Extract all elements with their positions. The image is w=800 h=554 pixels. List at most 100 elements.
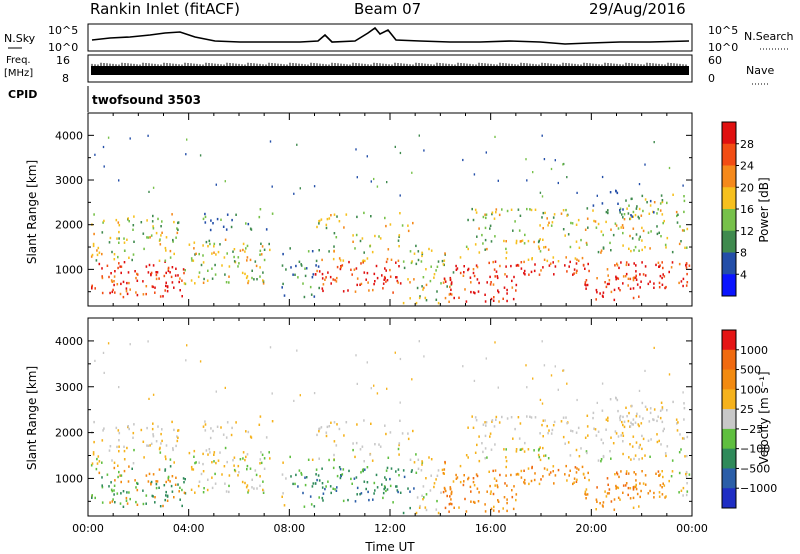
echo-cell [496, 484, 499, 487]
echo-cell [373, 282, 375, 286]
echo-cell [538, 482, 541, 486]
echo-cell [316, 225, 318, 229]
echo-cell [202, 254, 204, 257]
echo-cell [297, 485, 299, 488]
echo-cell [607, 274, 609, 277]
echo-cell [644, 454, 646, 457]
echo-cell [211, 252, 213, 255]
echo-cell [634, 213, 637, 217]
colorbar-tick-label: 16 [740, 203, 754, 216]
echo-cell [489, 432, 492, 435]
echo-cell [159, 446, 161, 450]
echo-cell [356, 277, 359, 280]
echo-cell [415, 511, 418, 515]
echo-cell [326, 217, 329, 221]
echo-cell [498, 213, 501, 217]
colorbar-frame [721, 329, 737, 509]
echo-cell [470, 500, 472, 503]
echo-cell [430, 474, 432, 477]
echo-cell [170, 484, 173, 488]
echo-cell [333, 213, 336, 216]
echo-cell [106, 264, 109, 267]
echo-cell [658, 231, 660, 234]
echo-cell [228, 265, 231, 268]
echo-cell [608, 282, 610, 286]
echo-cell [158, 259, 161, 262]
echo-cell [662, 266, 664, 270]
echo-cell [663, 275, 666, 278]
colorbar-swatch [722, 209, 736, 232]
echo-cell [126, 502, 129, 505]
echo-cell [622, 226, 625, 229]
echo-cell [245, 455, 247, 459]
nsearch-tick-bottom: 10^0 [708, 41, 738, 54]
echo-cell [484, 293, 486, 296]
echo-cell [490, 240, 493, 243]
echo-cell [392, 291, 394, 294]
echo-cell [134, 479, 136, 482]
echo-cell [632, 210, 635, 214]
echo-cell [656, 232, 659, 236]
echo-cell [632, 227, 635, 230]
echo-cell [544, 245, 547, 249]
echo-cell [542, 227, 544, 230]
echo-cell [114, 501, 116, 504]
freq-panel: Freq. [MHz] 16 8 60 0 Nave [4, 54, 774, 85]
echo-cell [165, 457, 167, 461]
echo-cell [169, 465, 172, 468]
echo-cell [636, 205, 638, 208]
echo-cell [660, 194, 663, 197]
echo-cell [489, 492, 492, 495]
echo-cell [371, 250, 374, 254]
echo-cell [670, 266, 673, 269]
echo-cell [625, 272, 628, 276]
echo-cell [606, 268, 609, 271]
echo-cell [639, 286, 641, 289]
echo-cell [622, 415, 624, 419]
power-x-ticks [87, 113, 693, 306]
echo-cell [490, 490, 492, 493]
echo-cell [304, 267, 306, 270]
echo-cell [111, 459, 113, 462]
echo-cell [476, 474, 479, 478]
echo-cell [181, 488, 183, 492]
echo-cell [505, 240, 507, 243]
echo-cell [345, 213, 348, 216]
echo-cell [629, 487, 632, 490]
echo-cell [629, 217, 632, 220]
echo-cell [444, 506, 447, 510]
echo-cell [98, 262, 101, 266]
echo-cell [495, 418, 497, 421]
echo-cell [481, 233, 483, 237]
echo-cell [605, 220, 607, 224]
echo-cell [228, 281, 230, 284]
echo-cell [506, 484, 508, 487]
echo-cell [292, 273, 294, 276]
echo-cell [613, 508, 616, 511]
echo-cell [481, 442, 483, 445]
echo-cell [359, 283, 361, 286]
echo-cell [146, 219, 148, 222]
echo-cell [413, 252, 416, 255]
echo-cell [430, 458, 433, 461]
echo-cell [531, 257, 533, 260]
echo-cell [633, 471, 635, 474]
echo-cell [629, 287, 632, 290]
echo-cell [620, 434, 622, 437]
echo-cell [171, 420, 173, 424]
echo-cell [325, 434, 328, 438]
echo-cell [424, 506, 427, 509]
echo-cell [492, 283, 495, 286]
echo-cell [232, 459, 234, 462]
colorbar-tick-label: 500 [740, 364, 761, 377]
echo-cell [662, 429, 664, 433]
echo-cell [132, 431, 135, 435]
echo-cell [617, 486, 620, 490]
echo-cell [140, 221, 143, 224]
echo-cell [586, 425, 589, 428]
echo-cell [543, 467, 546, 470]
echo-cell [339, 476, 342, 480]
echo-cell [395, 485, 397, 488]
echo-cell [534, 263, 536, 266]
echo-cell [683, 199, 686, 203]
